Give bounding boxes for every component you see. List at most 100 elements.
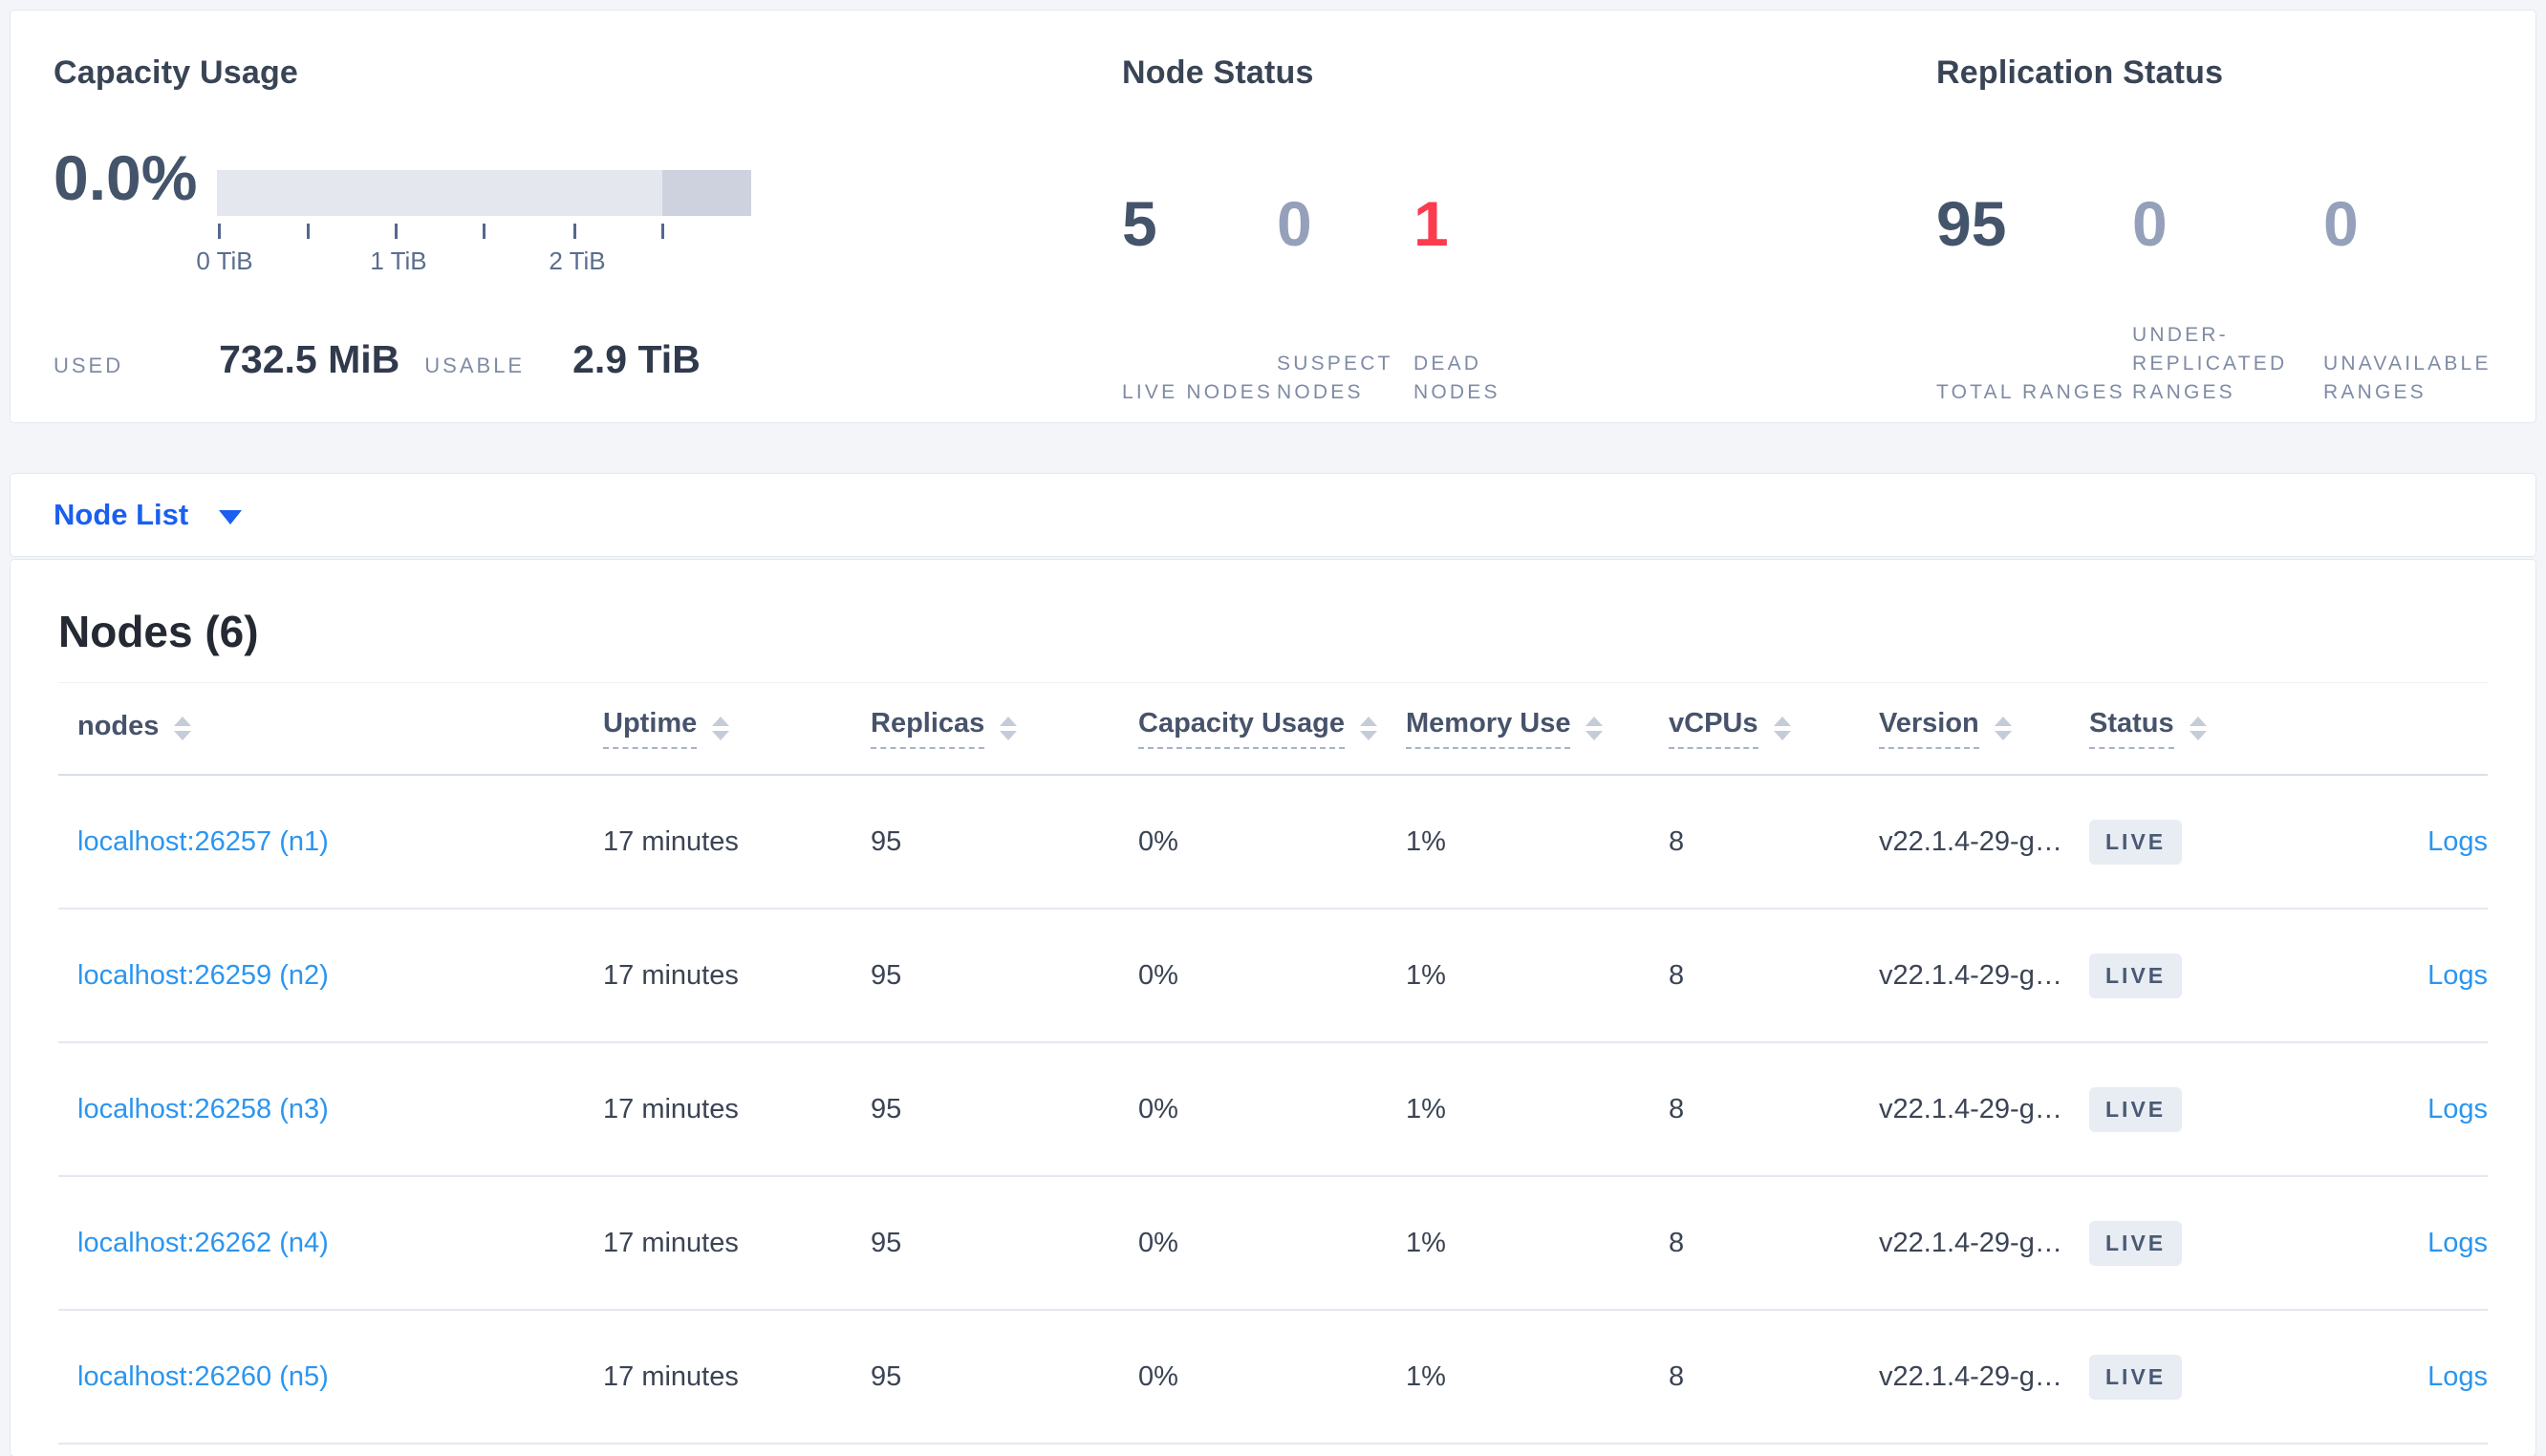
node-status-stats: 5 LIVE NODES 0 SUSPECT NODES 1 DEAD NODE… — [1122, 192, 1791, 407]
axis-tick-label: 2 TiB — [549, 246, 606, 275]
memory-use-cell: 1% — [1406, 1360, 1446, 1392]
capacity-bar-main-segment — [217, 170, 662, 216]
capacity-bar-end-segment — [662, 170, 751, 216]
live-nodes-stat: 5 LIVE NODES — [1122, 192, 1277, 407]
axis-tick-label: 0 TiB — [196, 246, 253, 275]
column-header-status[interactable]: Status — [2089, 708, 2261, 749]
logs-link[interactable]: Logs — [2427, 1093, 2488, 1124]
unavailable-ranges-value: 0 — [2323, 188, 2359, 259]
axis-tick — [483, 224, 485, 239]
logs-cell: Logs — [2261, 960, 2488, 992]
node-row: localhost:26258 (n3) 17 minutes 95 0% 1% 8 v22… — [58, 1043, 2488, 1177]
logs-cell: Logs — [2261, 1094, 2488, 1125]
sort-icon — [2189, 717, 2207, 740]
vcpus-cell: 8 — [1669, 1360, 1685, 1392]
under-replicated-ranges-label: UNDER-REPLICATED RANGES — [2132, 324, 2288, 403]
node-address-cell: localhost:26259 (n2) — [58, 960, 603, 992]
version-cell: v22.1.4-29-g… — [1879, 959, 2062, 991]
node-address-cell: localhost:26258 (n3) — [58, 1094, 603, 1125]
node-address-link[interactable]: localhost:26262 (n4) — [77, 1227, 329, 1258]
logs-link[interactable]: Logs — [2427, 825, 2488, 857]
node-row: localhost:26262 (n4) 17 minutes 95 0% 1% 8 v22… — [58, 1177, 2488, 1311]
logs-link[interactable]: Logs — [2427, 959, 2488, 991]
sort-icon — [174, 717, 192, 740]
total-ranges-stat: 95 TOTAL RANGES — [1936, 192, 2132, 407]
capacity-usage-panel: Capacity Usage 0.0% 0 TiB 1 TiB 2 TiB US… — [54, 54, 1086, 398]
column-header-memory_use[interactable]: Memory Use — [1406, 708, 1669, 749]
column-header-capacity_usage[interactable]: Capacity Usage — [1138, 708, 1406, 749]
uptime-cell: 17 minutes — [603, 1360, 739, 1392]
logs-cell: Logs — [2261, 1228, 2488, 1259]
status-cell: LIVE — [2089, 953, 2261, 998]
column-header-label: vCPUs — [1669, 708, 1758, 749]
usable-value: 2.9 TiB — [572, 337, 701, 381]
sort-icon — [712, 717, 730, 740]
node-address-link[interactable]: localhost:26259 (n2) — [77, 959, 329, 991]
uptime-cell: 17 minutes — [603, 1227, 739, 1258]
status-cell: LIVE — [2089, 1354, 2261, 1400]
node-address-link[interactable]: localhost:26257 (n1) — [77, 825, 329, 857]
chevron-down-icon — [219, 509, 243, 525]
node-address-link[interactable]: localhost:26260 (n5) — [77, 1360, 329, 1392]
dead-nodes-value: 1 — [1413, 188, 1449, 259]
nodes-table-header-row: nodes Uptime Replicas Capacity Usage Memory … — [58, 683, 2488, 776]
node-row: localhost:26259 (n2) 17 minutes 95 0% 1% 8 v22… — [58, 910, 2488, 1043]
used-value: 732.5 MiB — [219, 337, 400, 381]
version-cell: v22.1.4-29-g… — [1879, 825, 2062, 857]
status-cell: LIVE — [2089, 819, 2261, 865]
axis-tick — [395, 224, 398, 239]
column-header-label: Capacity Usage — [1138, 708, 1345, 749]
capacity-usage-cell: 0% — [1138, 1093, 1178, 1124]
capacity-percent-value: 0.0% — [54, 142, 198, 213]
sort-icon — [1000, 717, 1018, 740]
column-header-label: nodes — [77, 711, 160, 741]
status-badge: LIVE — [2089, 1354, 2183, 1400]
column-header-address[interactable]: nodes — [58, 711, 603, 746]
node-status-panel: Node Status 5 LIVE NODES 0 SUSPECT NODES… — [1122, 54, 1791, 403]
node-list-dropdown-label: Node List — [54, 498, 189, 531]
nodes-table-card: Nodes (6) nodes Uptime Replicas Capacity Us… — [10, 559, 2536, 1456]
usable-label: USABLE — [424, 353, 526, 377]
replicas-cell: 95 — [871, 825, 902, 857]
node-address-cell: localhost:26260 (n5) — [58, 1361, 603, 1393]
node-row: localhost:26260 (n5) 17 minutes 95 0% 1% 8 v22… — [58, 1311, 2488, 1445]
nodes-heading: Nodes (6) — [58, 560, 2488, 683]
status-badge: LIVE — [2089, 1086, 2183, 1132]
column-header-label: Version — [1879, 708, 1979, 749]
replicas-cell: 95 — [871, 959, 902, 991]
sort-icon — [1773, 717, 1791, 740]
status-badge: LIVE — [2089, 819, 2183, 865]
replicas-cell: 95 — [871, 1227, 902, 1258]
capacity-usage-title: Capacity Usage — [54, 54, 299, 91]
capacity-usage-bar-chart: 0 TiB 1 TiB 2 TiB — [196, 170, 751, 275]
node-list-dropdown[interactable]: Node List — [54, 498, 243, 532]
column-header-vcpus[interactable]: vCPUs — [1669, 708, 1879, 749]
sort-icon — [1586, 717, 1604, 740]
node-address-link[interactable]: localhost:26258 (n3) — [77, 1093, 329, 1124]
live-nodes-label: LIVE NODES — [1122, 381, 1274, 403]
memory-use-cell: 1% — [1406, 1227, 1446, 1258]
node-row: localhost:26257 (n1) 17 minutes 95 0% 1% 8 v22… — [58, 776, 2488, 910]
column-header-replicas[interactable]: Replicas — [871, 708, 1138, 749]
column-header-label: Replicas — [871, 708, 985, 749]
column-header-label: Memory Use — [1406, 708, 1571, 749]
version-cell: v22.1.4-29-g… — [1879, 1227, 2062, 1258]
column-header-label: Status — [2089, 708, 2174, 749]
uptime-cell: 17 minutes — [603, 825, 739, 857]
status-badge: LIVE — [2089, 953, 2183, 998]
logs-link[interactable]: Logs — [2427, 1360, 2488, 1392]
memory-use-cell: 1% — [1406, 825, 1446, 857]
total-ranges-value: 95 — [1936, 188, 2007, 259]
cluster-summary-card: Capacity Usage 0.0% 0 TiB 1 TiB 2 TiB US… — [10, 10, 2536, 423]
unavailable-ranges-label: UNAVAILABLE RANGES — [2323, 353, 2492, 403]
capacity-usage-cell: 0% — [1138, 959, 1178, 991]
node-address-cell: localhost:26257 (n1) — [58, 826, 603, 858]
capacity-usage-cell: 0% — [1138, 1227, 1178, 1258]
vcpus-cell: 8 — [1669, 1227, 1685, 1258]
logs-link[interactable]: Logs — [2427, 1227, 2488, 1258]
replication-status-panel: Replication Status 95 TOTAL RANGES 0 UND… — [1936, 54, 2536, 403]
column-header-version[interactable]: Version — [1879, 708, 2089, 749]
sort-icon — [1994, 717, 2012, 740]
vcpus-cell: 8 — [1669, 959, 1685, 991]
column-header-uptime[interactable]: Uptime — [603, 708, 871, 749]
